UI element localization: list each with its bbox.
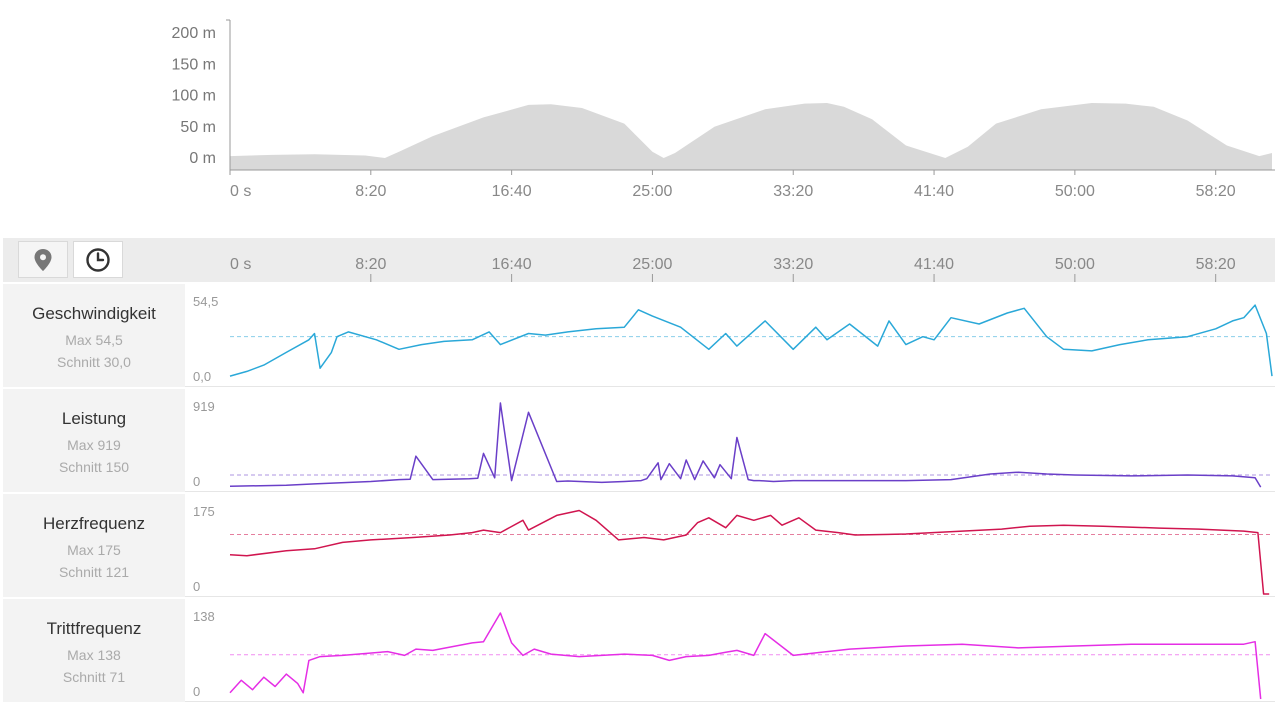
- metric-average: Schnitt 30,0: [57, 354, 131, 370]
- y-max-label: 919: [193, 399, 215, 414]
- elevation-x-tick-label: 0 s: [230, 183, 251, 200]
- metric-label-box: Herzfrequenz Max 175 Schnitt 121: [3, 494, 185, 597]
- elevation-x-tick-label: 8:20: [355, 183, 386, 200]
- time-axis-tick-label: 41:40: [914, 256, 954, 273]
- series-line: [229, 304, 1273, 377]
- cadence-chart: 138 0: [185, 609, 1275, 702]
- elevation-x-tick-label: 58:20: [1196, 183, 1236, 200]
- elevation-y-tick-label: 150 m: [172, 56, 216, 73]
- elevation-y-tick-label: 100 m: [172, 88, 216, 105]
- elevation-profile: 200 m 150 m 100 m 50 m 0 m 0 s 8:20 16:40 25:00 3…: [3, 0, 1275, 235]
- series-line: [229, 509, 1270, 595]
- y-max-label: 54,5: [193, 294, 218, 309]
- y-max-label: 138: [193, 609, 215, 624]
- time-axis-tick-label: 25:00: [632, 256, 672, 273]
- time-axis-tick-label: 8:20: [355, 256, 386, 273]
- metric-average: Schnitt 121: [58, 564, 130, 580]
- activity-analysis: 200 m 150 m 100 m 50 m 0 m 0 s 8:20 16:40 25:00 3…: [3, 0, 1275, 717]
- elevation-x-tick-label: 25:00: [632, 183, 672, 200]
- series-line: [229, 612, 1262, 700]
- y-min-label: 0: [193, 579, 200, 594]
- time-axis-tick-label: 58:20: [1196, 256, 1236, 273]
- time-axis-tick-label: 50:00: [1055, 256, 1095, 273]
- chart-toolbar: 0 s 8:20 16:40 25:00 33:20 41:40 50:00 58:20: [3, 238, 1275, 282]
- time-axis-tick-label: 33:20: [773, 256, 813, 273]
- metric-name: Herzfrequenz: [42, 514, 146, 533]
- panel-trittfrequenz: Trittfrequenz Max 138 Schnitt 71 138 0: [3, 599, 1275, 702]
- metric-average: Schnitt 71: [62, 669, 126, 685]
- metric-label-box: Leistung Max 919 Schnitt 150: [3, 389, 185, 492]
- y-min-label: 0: [193, 474, 200, 489]
- time-axis-tick-label: 16:40: [492, 256, 532, 273]
- time-axis-tick-label: 0 s: [230, 256, 251, 273]
- y-max-label: 175: [193, 504, 215, 519]
- time-axis: 0 s 8:20 16:40 25:00 33:20 41:40 50:00 58:20: [230, 256, 1236, 282]
- metric-label-box: Trittfrequenz Max 138 Schnitt 71: [3, 599, 185, 702]
- elevation-area: [230, 103, 1272, 170]
- speed-chart: 54,5 0,0: [185, 294, 1275, 387]
- panel-geschwindigkeit: Geschwindigkeit Max 54,5 Schnitt 30,0 54…: [3, 284, 1275, 387]
- elevation-x-tick-label: 16:40: [492, 183, 532, 200]
- elevation-chart: 200 m 150 m 100 m 50 m 0 m 0 s 8:20 16:40 25:00 3…: [172, 19, 1275, 200]
- time-view-button[interactable]: [73, 241, 123, 278]
- metric-average: Schnitt 150: [58, 459, 130, 475]
- metric-name: Trittfrequenz: [46, 619, 142, 638]
- elevation-y-tick-label: 200 m: [172, 25, 216, 42]
- y-min-label: 0: [193, 684, 200, 699]
- metric-max: Max 175: [67, 542, 121, 558]
- metric-max: Max 138: [67, 647, 121, 663]
- metric-label-box: Geschwindigkeit Max 54,5 Schnitt 30,0: [3, 284, 185, 387]
- elevation-y-tick-label: 0 m: [189, 150, 216, 167]
- y-min-label: 0,0: [193, 369, 211, 384]
- map-view-button[interactable]: [18, 241, 68, 278]
- panel-leistung: Leistung Max 919 Schnitt 150 919 0: [3, 389, 1275, 492]
- metric-max: Max 54,5: [65, 332, 123, 348]
- elevation-x-tick-label: 33:20: [773, 183, 813, 200]
- map-pin-icon: [34, 248, 52, 271]
- elevation-y-tick-label: 50 m: [180, 119, 216, 136]
- metric-name: Leistung: [61, 409, 127, 428]
- metric-max: Max 919: [67, 437, 121, 453]
- clock-icon: [86, 247, 110, 272]
- elevation-x-tick-label: 41:40: [914, 183, 954, 200]
- series-line: [229, 402, 1262, 488]
- metric-name: Geschwindigkeit: [32, 304, 156, 323]
- power-chart: 919 0: [185, 399, 1275, 492]
- panel-herzfrequenz: Herzfrequenz Max 175 Schnitt 121 175 0: [3, 494, 1275, 597]
- elevation-x-tick-label: 50:00: [1055, 183, 1095, 200]
